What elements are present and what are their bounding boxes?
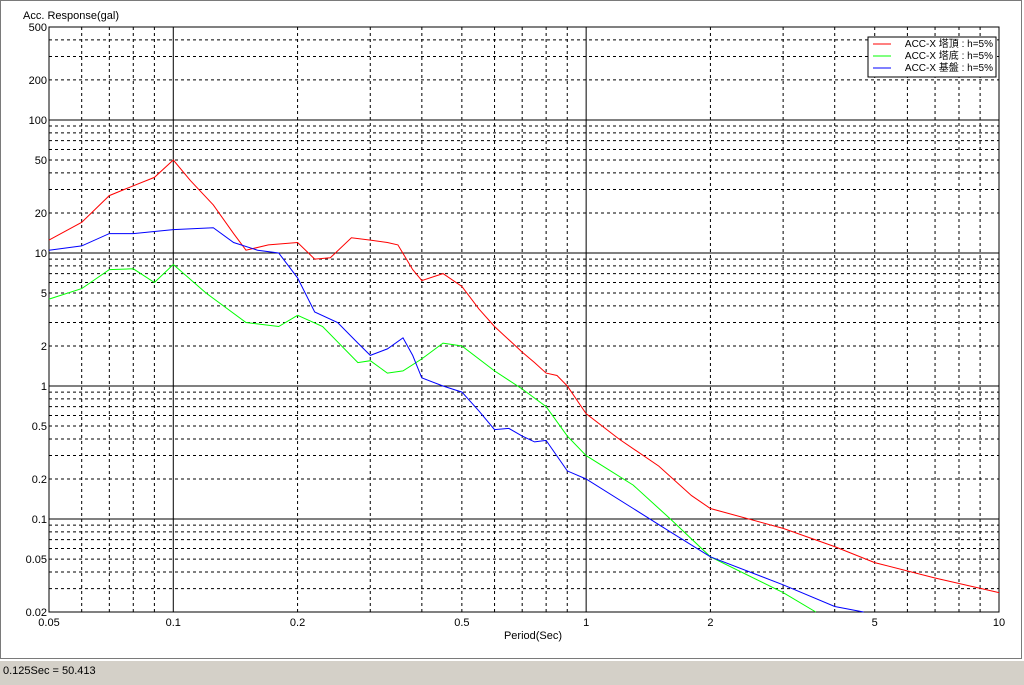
x-tick-label: 0.1: [166, 617, 181, 629]
x-tick-label: 2: [707, 617, 713, 629]
series-layer: [48, 159, 1000, 613]
y-tick-label: 10: [35, 248, 47, 260]
y-tick-label: 5: [41, 288, 47, 300]
x-tick-label: 1: [583, 617, 589, 629]
y-tick-label: 500: [29, 22, 47, 34]
plot-border: [48, 26, 1000, 613]
y-axis-label: Acc. Response(gal): [23, 10, 119, 22]
legend-entry: ACC-X 基盤 : h=5%: [905, 61, 993, 74]
y-tick-label: 50: [35, 155, 47, 167]
y-tick-label: 100: [29, 115, 47, 127]
x-axis-label: Period(Sec): [504, 630, 562, 642]
series-line-3: [48, 227, 864, 613]
x-tick-label: 0.05: [38, 617, 59, 629]
x-tick-label: 10: [993, 617, 1005, 629]
series-line-2: [48, 263, 817, 613]
legend-entry: ACC-X 塔頂 : h=5%: [905, 37, 993, 50]
y-tick-label: 2: [41, 341, 47, 353]
y-tick-label: 0.05: [26, 554, 47, 566]
grid-layer: [48, 26, 1000, 613]
y-tick-label: 0.1: [32, 514, 47, 526]
chart-frame: 0.05 0.1 0.2 0.5 1 2 5 10 500 200 100 50 20 10 5 2 1 0.5 0…: [0, 0, 1022, 659]
legend-entry: ACC-X 塔底 : h=5%: [905, 49, 993, 62]
series-line-1: [48, 159, 1000, 594]
status-readout: 0.125Sec = 50.413: [3, 665, 96, 677]
y-tick-label: 0.2: [32, 474, 47, 486]
y-tick-label: 1: [41, 381, 47, 393]
tick-labels: 0.05 0.1 0.2 0.5 1 2 5 10 500 200 100 50 20 10 5 2 1 0.5 0…: [26, 22, 1006, 629]
y-tick-label: 20: [35, 208, 47, 220]
x-tick-label: 0.2: [290, 617, 305, 629]
status-bar: 0.125Sec = 50.413: [0, 660, 1024, 685]
response-spectrum-chart[interactable]: 0.05 0.1 0.2 0.5 1 2 5 10 500 200 100 50 20 10 5 2 1 0.5 0…: [1, 1, 1023, 660]
y-tick-label: 0.02: [26, 607, 47, 619]
x-tick-label: 0.5: [454, 617, 469, 629]
legend: ACC-X 塔頂 : h=5%ACC-X 塔底 : h=5%ACC-X 基盤 :…: [867, 36, 997, 78]
x-tick-label: 5: [872, 617, 878, 629]
y-tick-label: 0.5: [32, 421, 47, 433]
y-tick-label: 200: [29, 75, 47, 87]
